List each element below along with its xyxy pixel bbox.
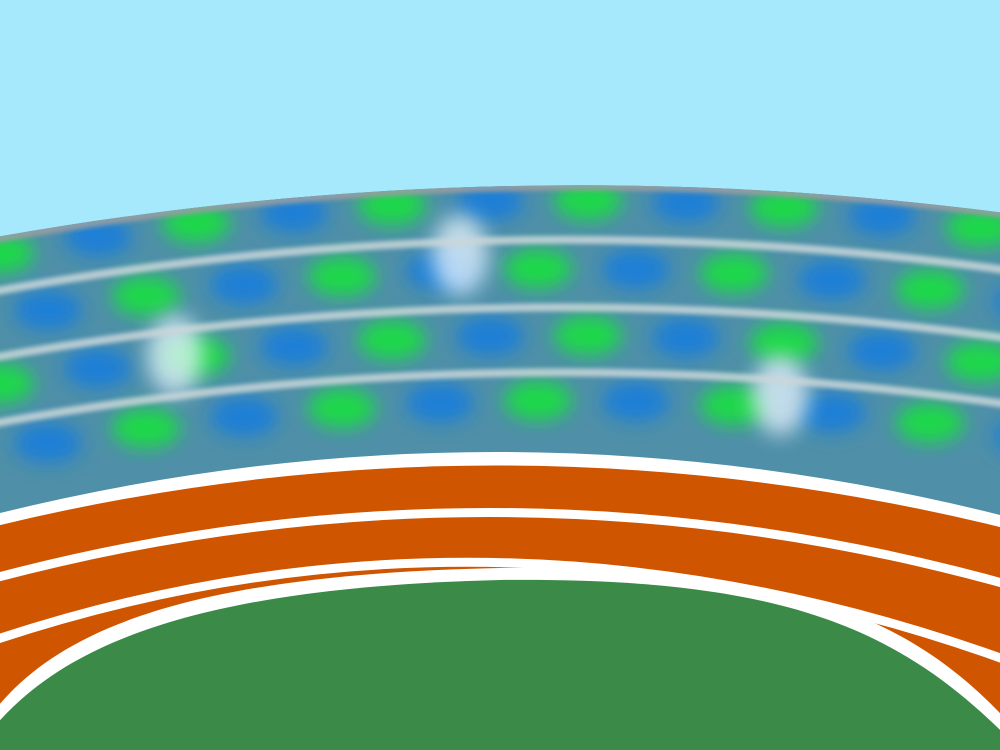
crowd-blob (0, 363, 34, 404)
crowd-blob (210, 264, 278, 305)
crowd-blob (896, 402, 964, 443)
crowd-blob (896, 269, 964, 310)
crowd-blob (700, 253, 768, 294)
crowd-blob (798, 259, 866, 300)
crowd-blob (652, 317, 720, 358)
lane-line-1 (0, 507, 1000, 588)
crowd-blob (946, 207, 1000, 248)
camera-flash (432, 215, 488, 295)
crowd-blob (798, 392, 866, 433)
crowd-blob (554, 315, 622, 356)
camera-flash (752, 355, 808, 435)
crowd-blob (308, 388, 376, 429)
stand-rail (0, 235, 1000, 298)
grandstand (0, 185, 1000, 525)
crowd-blob (750, 322, 818, 363)
crowd-blob (504, 380, 572, 421)
crowd-blob (700, 385, 768, 426)
crowd-blob (946, 341, 1000, 382)
crowd-blob (64, 348, 132, 389)
crowd-blob (456, 316, 524, 357)
crowd-blob (14, 290, 82, 331)
crowd-blob (112, 275, 180, 316)
crowd-blob (406, 382, 474, 423)
camera-flashes (147, 215, 808, 435)
stand-rail (0, 368, 1000, 430)
lane-line-2 (0, 557, 1000, 663)
crowd-blob (308, 256, 376, 297)
crowd-blob (358, 319, 426, 360)
crowd-blob (504, 248, 572, 289)
crowd-blob (602, 249, 670, 290)
crowd-blob (848, 330, 916, 371)
crowd-blob (260, 326, 328, 367)
running-track (0, 452, 1000, 750)
crowd-blob (602, 381, 670, 422)
crowd-blob (0, 233, 34, 274)
crowd-blob (14, 422, 82, 463)
crowd-blob (112, 408, 180, 449)
infield-grass (0, 579, 1000, 750)
stand-rail (0, 303, 1000, 364)
crowd-blob (210, 396, 278, 437)
